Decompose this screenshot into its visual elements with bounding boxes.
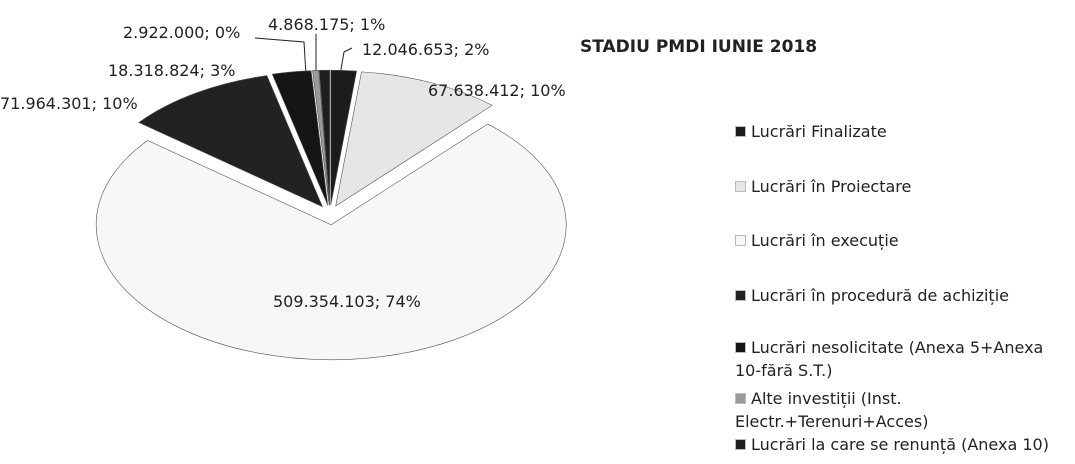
legend-label: Lucrări în execuție xyxy=(751,231,899,250)
data-label: 509.354.103; 74% xyxy=(273,292,421,311)
pie-slice xyxy=(335,71,493,207)
leader-line xyxy=(339,47,353,76)
legend-swatch xyxy=(735,181,746,192)
pie-slice xyxy=(312,70,330,206)
legend-item: Lucrări nesolicitate (Anexa 5+Anexa 10-f… xyxy=(735,336,1070,382)
data-label: 71.964.301; 10% xyxy=(0,94,138,113)
legend-label: Alte investiții (Inst. Electr.+Terenuri+… xyxy=(735,389,929,431)
chart-title: STADIU PMDI IUNIE 2018 xyxy=(580,37,817,57)
data-label: 18.318.824; 3% xyxy=(108,61,235,80)
legend-swatch xyxy=(735,342,746,353)
legend-swatch xyxy=(735,393,746,404)
legend-swatch xyxy=(735,439,746,450)
data-label: 4.868.175; 1% xyxy=(268,15,385,34)
legend-item: Lucrări Finalizate xyxy=(735,120,1070,143)
data-label: 12.046.653; 2% xyxy=(362,40,489,59)
pie-slice xyxy=(330,69,357,206)
pie-slice xyxy=(95,123,567,361)
legend-item: Lucrări în Proiectare xyxy=(735,175,1070,198)
legend-label: Lucrări în Proiectare xyxy=(751,177,912,196)
legend-item: Lucrări în procedură de achiziție xyxy=(735,284,1070,307)
data-label: 67.638.412; 10% xyxy=(428,81,566,100)
legend-item: Lucrări la care se renunță (Anexa 10) xyxy=(735,433,1070,456)
pie-slice xyxy=(138,75,324,208)
legend-label: Lucrări la care se renunță (Anexa 10) xyxy=(751,435,1049,454)
legend-label: Lucrări nesolicitate (Anexa 5+Anexa 10-f… xyxy=(735,338,1044,380)
pie-slice xyxy=(318,69,330,206)
legend-swatch xyxy=(735,290,746,301)
legend-item: Alte investiții (Inst. Electr.+Terenuri+… xyxy=(735,387,1070,433)
legend-swatch xyxy=(735,235,746,246)
leader-line xyxy=(254,37,307,76)
data-label: 2.922.000; 0% xyxy=(123,23,240,42)
legend-label: Lucrări Finalizate xyxy=(751,122,887,141)
legend-swatch xyxy=(735,126,746,137)
legend-label: Lucrări în procedură de achiziție xyxy=(751,286,1009,305)
legend-item: Lucrări în execuție xyxy=(735,229,1070,252)
pie-slice xyxy=(271,70,329,206)
